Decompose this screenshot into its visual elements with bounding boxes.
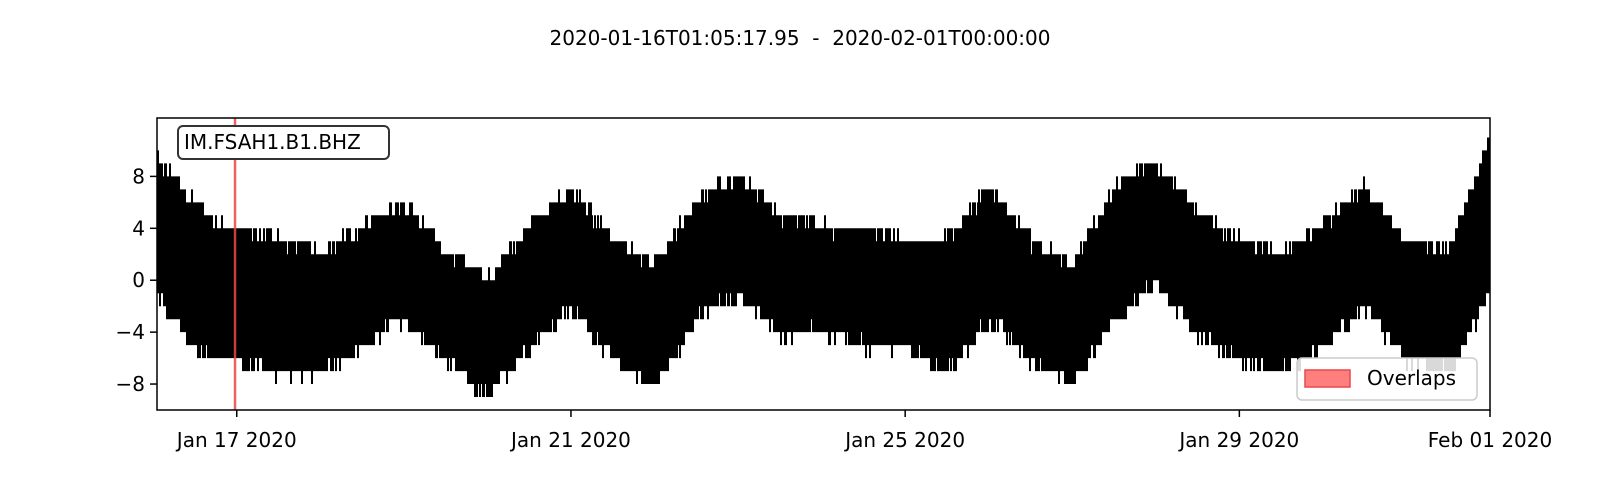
y-tick-label: −8	[116, 372, 145, 396]
legend-label-overlaps: Overlaps	[1367, 366, 1456, 390]
axes-frame	[156, 117, 1491, 411]
y-tick-label: 4	[132, 216, 145, 240]
legend-patch-overlaps	[1304, 369, 1351, 388]
y-tick-label: 8	[132, 164, 145, 188]
trace-label: IM.FSAH1.B1.BHZ	[184, 130, 361, 154]
y-tick-label: −4	[116, 320, 145, 344]
y-tick-label: 0	[132, 268, 145, 292]
x-axis: Jan 17 2020 Jan 21 2020 Jan 25 2020 Jan 29 …	[175, 410, 1552, 452]
trace-label-box: IM.FSAH1.B1.BHZ	[177, 125, 390, 160]
waveform-layer	[157, 137, 1490, 397]
y-axis: −8 −4 0 4 8	[116, 164, 157, 396]
chart-title: 2020-01-16T01:05:17.95 - 2020-02-01T00:0…	[549, 26, 1051, 50]
x-tick-label: Jan 21 2020	[509, 428, 631, 452]
x-tick-label: Jan 29 2020	[1177, 428, 1299, 452]
x-tick-label: Jan 25 2020	[843, 428, 965, 452]
x-tick-label: Jan 17 2020	[175, 428, 297, 452]
x-tick-label: Feb 01 2020	[1428, 428, 1552, 452]
waveform-trace	[157, 137, 1490, 397]
legend: Overlaps	[1296, 357, 1478, 401]
